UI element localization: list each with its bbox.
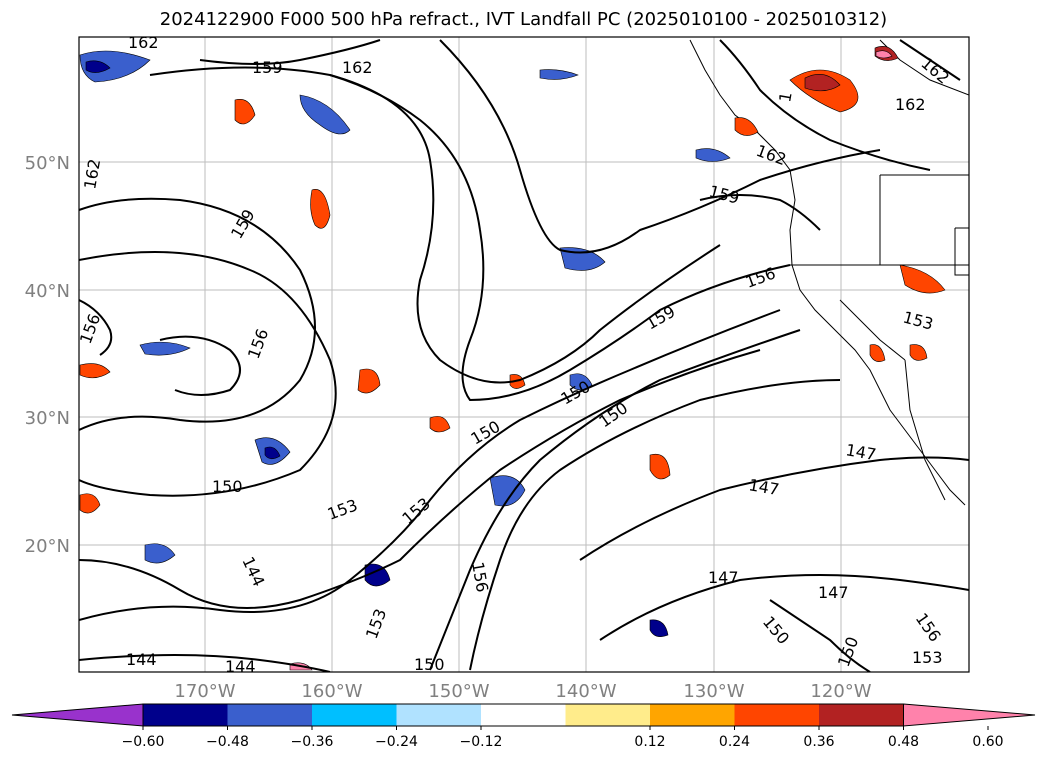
red-blob [79,363,111,379]
blue-blob [79,50,151,83]
contour-label: 144 [126,650,157,669]
blue-blob [299,94,351,135]
colorbar-bin [312,704,397,726]
colorbar-tick-label: 0.48 [888,734,919,750]
map-panel [79,37,969,672]
colorbar-bin [227,704,312,726]
blue-blob [139,341,191,356]
red-blob [909,344,928,361]
colorbar-bin [650,704,735,726]
contour-label: 150 [212,477,243,496]
colorbar-bin [819,704,904,726]
contour-lines [79,39,969,672]
red-blob [79,493,101,514]
blue-blob [649,619,669,637]
lat-label: 30°N [25,408,70,429]
colorbar-tick-label: 0.60 [972,734,1003,750]
lon-label: 160°W [301,681,362,702]
colorbar-extend-low [11,703,144,727]
colorbar-bin [143,704,228,726]
contour-label: 162 [895,95,926,114]
colorbar [11,703,1036,727]
red-blob [734,117,759,136]
lat-label: 50°N [25,153,70,174]
colorbar-outline [142,703,904,727]
blue-blob [264,446,281,460]
contour-label: 144 [225,657,256,676]
colorbar-tick-label: −0.60 [122,734,165,750]
contour-label: 153 [912,648,943,667]
colorbar-tick-label: −0.36 [291,734,334,750]
blue-blob [489,475,526,507]
blue-blob [364,563,391,587]
red-blob [869,344,886,362]
colorbar-tick-label: 0.36 [803,734,834,750]
colorbar-bin [565,704,650,726]
colorbar-bin [734,704,819,726]
shaded-anomalies [79,46,946,671]
blue-blob [559,247,606,271]
lon-label: 130°W [683,681,744,702]
colorbar-tick-label: −0.24 [375,734,418,750]
contour-label: 147 [818,583,849,602]
red-blob [649,453,671,480]
colorbar-bin [396,704,481,726]
contour-label: 147 [708,568,739,587]
map-border [78,36,970,673]
lat-label: 20°N [25,536,70,557]
lat-label: 40°N [25,281,70,302]
contour-label: 162 [128,33,159,52]
contour-label: 159 [252,58,283,77]
map-title: 2024122900 F000 500 hPa refract., IVT La… [159,9,888,30]
latitude-labels: 50°N 40°N 30°N 20°N [25,153,70,557]
colorbar-ticks: −0.60 −0.48 −0.36 −0.24 −0.12 0.12 0.24 0.36 0.4… [122,726,1004,750]
blue-blob [569,373,593,391]
colorbar-extend-high [903,703,1036,727]
colorbar-tick-label: −0.12 [460,734,503,750]
longitude-labels: 170°W 160°W 150°W 140°W 130°W 120°W [174,681,871,702]
red-blob [804,73,841,92]
lon-label: 120°W [810,681,871,702]
blue-blob [85,60,111,73]
lon-label: 170°W [174,681,235,702]
lon-label: 140°W [555,681,616,702]
red-blob [357,368,381,394]
colorbar-bin [481,704,566,726]
red-blob [875,50,893,59]
contour-label: 150 [414,655,445,674]
red-blob [310,188,331,229]
lon-label: 150°W [428,681,489,702]
red-blob [234,99,256,125]
colorbar-tick-label: 0.24 [719,734,750,750]
red-blob [899,264,946,294]
blue-blob [539,69,579,80]
colorbar-tick-label: 0.12 [634,734,665,750]
orange-ring [429,416,451,433]
contour-label: 162 [342,58,373,77]
colorbar-tick-label: −0.48 [206,734,249,750]
contour-label: 1 [775,90,795,103]
blue-blob [695,148,731,162]
blue-blob [144,543,176,564]
